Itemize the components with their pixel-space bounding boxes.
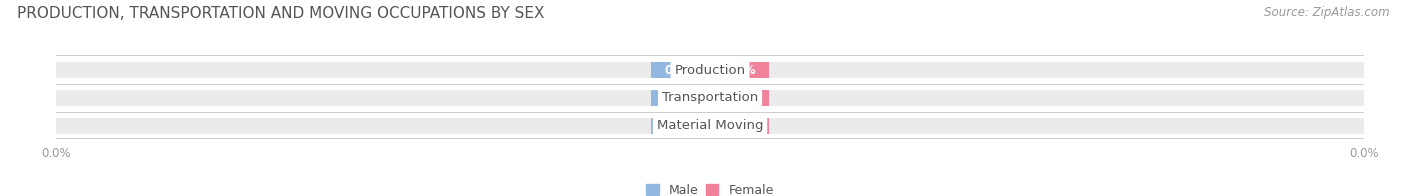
Legend: Male, Female: Male, Female — [647, 184, 773, 196]
Bar — [651, 62, 710, 78]
Text: 0.0%: 0.0% — [723, 92, 756, 104]
Bar — [710, 118, 769, 134]
Text: 0.0%: 0.0% — [664, 92, 697, 104]
Bar — [56, 90, 1364, 106]
Bar — [56, 62, 1364, 78]
Text: 0.0%: 0.0% — [723, 119, 756, 132]
Text: 0.0%: 0.0% — [664, 119, 697, 132]
Text: 0.0%: 0.0% — [723, 64, 756, 77]
Bar — [651, 90, 710, 106]
Bar — [710, 90, 769, 106]
Text: 0.0%: 0.0% — [664, 64, 697, 77]
Text: Source: ZipAtlas.com: Source: ZipAtlas.com — [1264, 6, 1389, 19]
Bar — [710, 62, 769, 78]
Text: Transportation: Transportation — [662, 92, 758, 104]
Bar — [56, 118, 1364, 134]
Bar — [651, 118, 710, 134]
Text: Material Moving: Material Moving — [657, 119, 763, 132]
Text: PRODUCTION, TRANSPORTATION AND MOVING OCCUPATIONS BY SEX: PRODUCTION, TRANSPORTATION AND MOVING OC… — [17, 6, 544, 21]
Text: Production: Production — [675, 64, 745, 77]
